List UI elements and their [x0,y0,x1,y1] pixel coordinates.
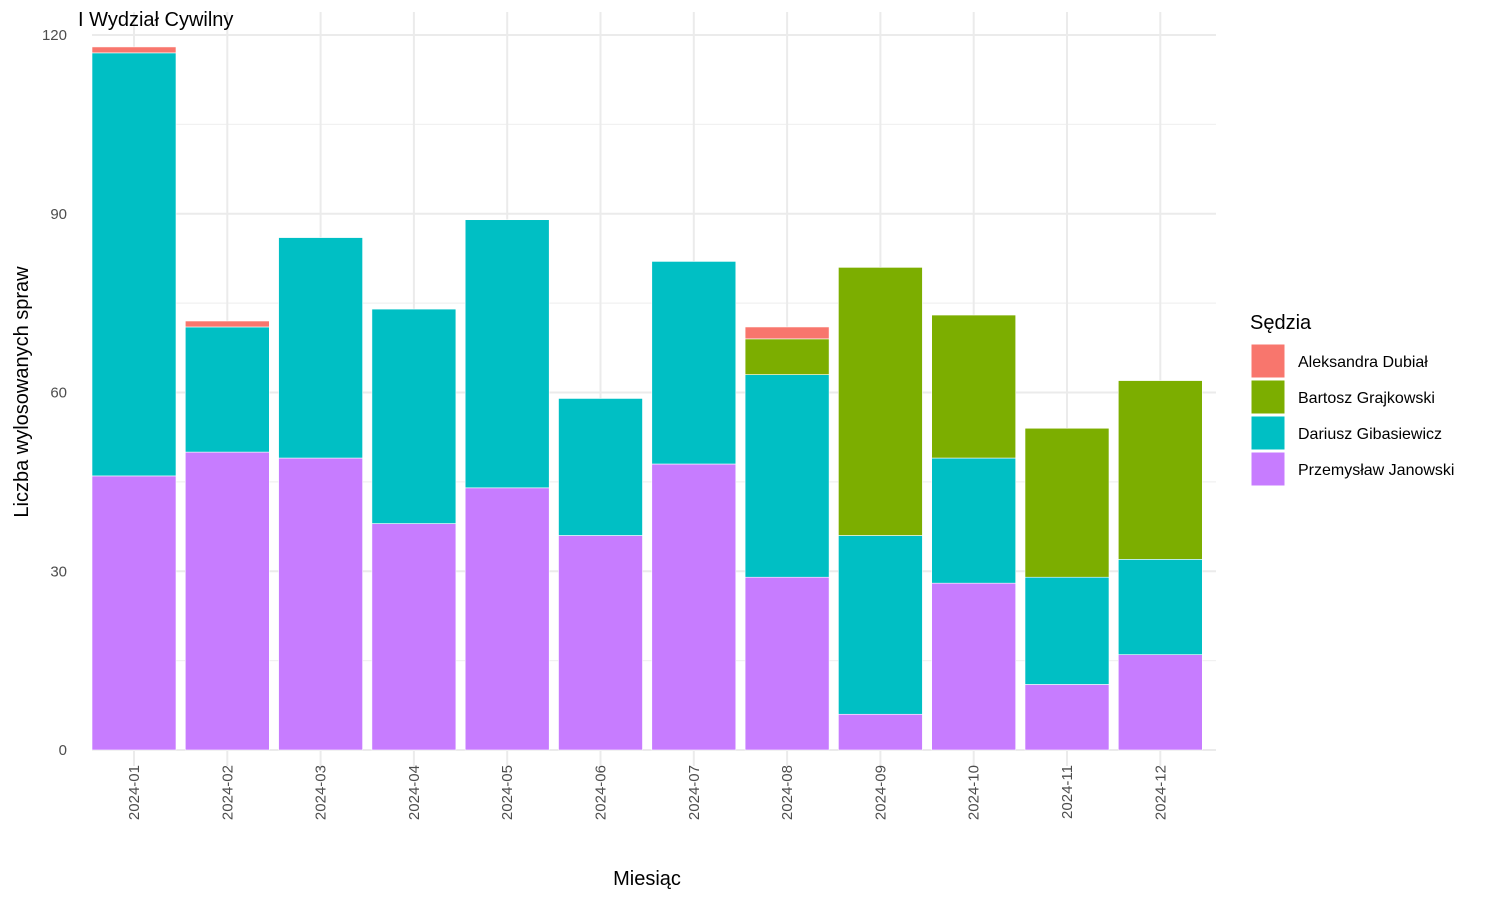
bar-segment [91,475,177,751]
x-tick-label: 2024-01 [126,765,143,820]
x-tick-label: 2024-11 [1059,765,1076,819]
bar-segment [371,308,457,524]
bar-segment [931,457,1017,584]
bar-segment [558,535,643,751]
legend-swatch [1250,379,1286,415]
bar-segment [931,582,1017,751]
bar-segment [185,326,270,453]
bar-segment [1118,654,1203,751]
legend-label: Aleksandra Dubiał [1298,354,1428,371]
x-tick-label: 2024-09 [872,765,889,820]
legend-title: Sędzia [1250,312,1312,334]
x-tick-label: 2024-06 [593,765,610,820]
bar-segment [744,338,830,375]
bar-segment [744,576,830,751]
y-tick-label: 0 [59,742,67,759]
bar-segment [185,451,270,751]
bar-segment [1118,380,1203,560]
legend-label: Dariusz Gibasiewicz [1298,426,1442,443]
bar-segment [744,326,830,340]
y-tick-label: 30 [50,563,67,580]
y-tick-label: 120 [42,27,67,44]
x-axis-title: Miesiąc [613,868,681,890]
bar-segment [91,46,177,54]
bar-segment [278,457,363,751]
x-tick-label: 2024-12 [1152,765,1169,820]
y-axis-ticks: 0 30 60 90 120 [42,27,67,759]
x-tick-label: 2024-07 [686,765,703,820]
bar-segment [464,487,550,751]
bar-segment [558,398,643,536]
bar-segment [838,535,923,715]
x-tick-label: 2024-08 [779,765,796,820]
bar-segment [371,523,457,751]
y-tick-label: 90 [50,206,67,223]
bar-segment [1024,576,1110,685]
legend-swatch [1250,451,1286,487]
bar-segment [464,219,550,489]
bar-segment [1024,427,1110,578]
bar-segment [838,713,923,751]
bar-segment [931,314,1017,459]
y-axis-title: Liczba wylosowanych spraw [11,266,33,518]
bar-segment [651,261,737,465]
bar-segment [185,320,270,328]
bar-segment [1118,559,1203,655]
x-tick-label: 2024-02 [219,765,236,820]
x-tick-label: 2024-05 [499,765,516,820]
bar-segment [744,374,830,578]
legend-label: Bartosz Grajkowski [1298,390,1435,407]
y-tick-label: 60 [50,385,67,402]
chart-title: I Wydział Cywilny [78,9,233,31]
bar-segment [91,52,177,477]
bar-segment [651,463,737,751]
x-tick-label: 2024-03 [313,765,330,820]
bar-segment [1024,684,1110,751]
bars [91,46,1203,751]
legend-swatch [1250,343,1286,379]
bar-segment [278,237,363,459]
legend: Sędzia Aleksandra Dubiał Bartosz Grajkows… [1250,312,1454,487]
x-axis-ticks: 2024-01 2024-02 2024-03 2024-04 2024-05 2024-… [126,765,1169,820]
legend-swatch [1250,415,1286,451]
bar-segment [838,267,923,536]
x-tick-label: 2024-10 [966,765,983,820]
legend-label: Przemysław Janowski [1298,462,1454,479]
x-tick-label: 2024-04 [406,765,423,820]
legend-items: Aleksandra Dubiał Bartosz Grajkowski Dariu… [1250,343,1454,487]
